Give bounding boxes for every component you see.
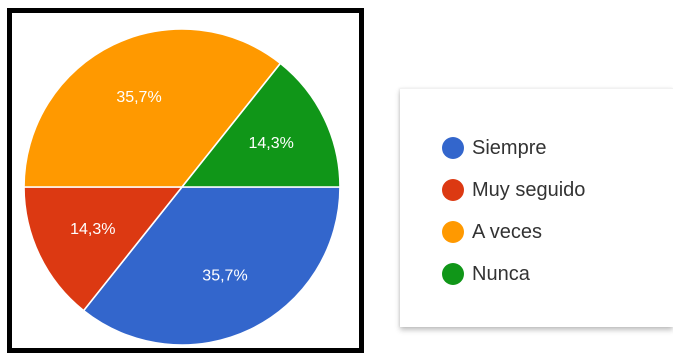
legend-item-muy-seguido: Muy seguido [442, 169, 585, 211]
pie-slice-siempre [82, 186, 341, 346]
legend-item-siempre: Siempre [442, 127, 585, 169]
legend: Siempre Muy seguido A veces Nunca [442, 127, 585, 295]
pie-label-muy-seguido: 14,3% [70, 221, 115, 238]
pie-label-siempre: 35,7% [202, 267, 247, 284]
pie-slice-a-veces [23, 28, 282, 188]
legend-item-nunca: Nunca [442, 253, 585, 295]
legend-item-a-veces: A veces [442, 211, 585, 253]
pie-label-a-veces: 35,7% [116, 89, 161, 106]
legend-swatch-nunca [442, 263, 464, 285]
legend-swatch-a-veces [442, 221, 464, 243]
chart-frame: 35,7% 14,3% 35,7% 14,3% [7, 8, 364, 353]
pie-chart: 35,7% 14,3% 35,7% 14,3% [23, 28, 341, 346]
pie-slice-muy-seguido [23, 186, 184, 312]
legend-label-muy-seguido: Muy seguido [472, 178, 586, 201]
pie-label-nunca: 14,3% [248, 135, 293, 152]
legend-swatch-siempre [442, 137, 464, 159]
legend-swatch-muy-seguido [442, 179, 464, 201]
legend-label-nunca: Nunca [472, 262, 530, 285]
legend-label-a-veces: A veces [472, 220, 543, 243]
legend-label-siempre: Siempre [472, 136, 547, 159]
pie-slice-nunca [180, 62, 341, 188]
legend-panel: Siempre Muy seguido A veces Nunca [400, 88, 673, 327]
